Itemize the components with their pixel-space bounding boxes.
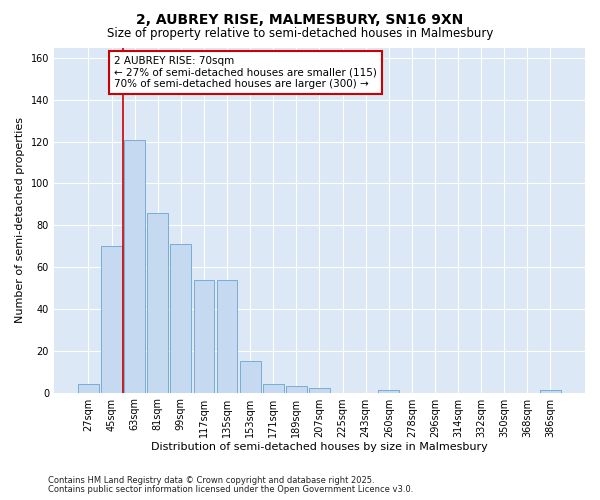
- Bar: [540, 390, 561, 392]
- Bar: [379, 390, 399, 392]
- Bar: [240, 361, 260, 392]
- Text: 2 AUBREY RISE: 70sqm
← 27% of semi-detached houses are smaller (115)
70% of semi: 2 AUBREY RISE: 70sqm ← 27% of semi-detac…: [114, 56, 377, 89]
- Bar: [263, 384, 284, 392]
- Bar: [124, 140, 145, 392]
- Bar: [286, 386, 307, 392]
- Text: Contains public sector information licensed under the Open Government Licence v3: Contains public sector information licen…: [48, 485, 413, 494]
- Bar: [217, 280, 238, 392]
- Bar: [148, 212, 168, 392]
- Bar: [78, 384, 99, 392]
- Bar: [309, 388, 330, 392]
- X-axis label: Distribution of semi-detached houses by size in Malmesbury: Distribution of semi-detached houses by …: [151, 442, 488, 452]
- Text: Size of property relative to semi-detached houses in Malmesbury: Size of property relative to semi-detach…: [107, 28, 493, 40]
- Bar: [170, 244, 191, 392]
- Text: Contains HM Land Registry data © Crown copyright and database right 2025.: Contains HM Land Registry data © Crown c…: [48, 476, 374, 485]
- Bar: [194, 280, 214, 392]
- Bar: [101, 246, 122, 392]
- Y-axis label: Number of semi-detached properties: Number of semi-detached properties: [15, 117, 25, 323]
- Text: 2, AUBREY RISE, MALMESBURY, SN16 9XN: 2, AUBREY RISE, MALMESBURY, SN16 9XN: [136, 12, 464, 26]
